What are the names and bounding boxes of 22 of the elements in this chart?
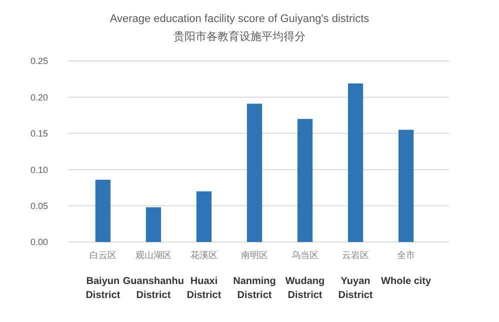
y-tick-label: 0.15 — [30, 128, 48, 139]
y-tick-label: 0.00 — [30, 237, 48, 248]
y-tick-label: 0.20 — [30, 92, 48, 102]
bar — [196, 191, 212, 242]
category-label: 白云区 Baiyun District — [86, 250, 120, 301]
y-tick-label: 0.25 — [30, 56, 48, 66]
category-label: 花溪区 Huaxi District — [186, 250, 222, 301]
category-label: 乌当区 Wudang District — [285, 250, 325, 301]
y-tick-label: 0.05 — [30, 200, 48, 211]
bar — [398, 130, 414, 242]
chart-subtitle: 贵阳市各教育设施平均得分 — [174, 30, 306, 43]
bar — [348, 83, 364, 242]
chart-title: Average education facility score of Guiyang's districts — [110, 13, 370, 25]
category-label: 全市 Whole city — [381, 250, 432, 287]
bar — [297, 118, 313, 242]
category-label: 南明区 Nanming District — [233, 250, 276, 301]
y-tick-label: 0.10 — [30, 164, 48, 175]
category-label: 观山湖区 Guanshanhu District — [122, 250, 184, 301]
bar — [246, 104, 262, 242]
bar — [146, 207, 162, 242]
bar — [95, 180, 111, 242]
category-label: 云岩区 Yuyan District — [338, 250, 373, 301]
